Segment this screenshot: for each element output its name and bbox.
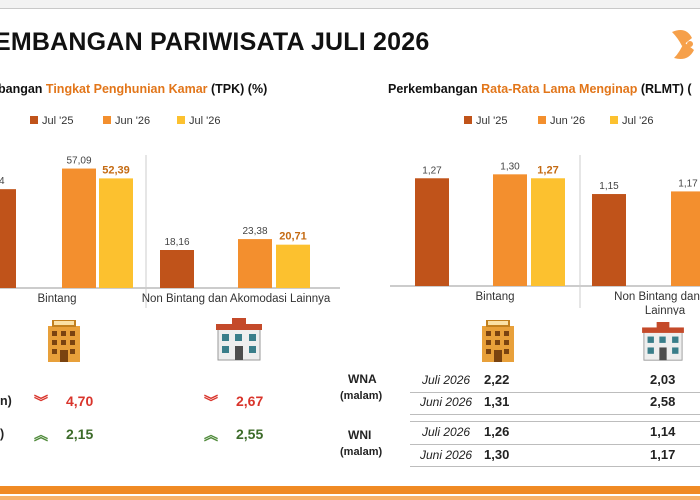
bar xyxy=(531,178,565,286)
legend-swatch xyxy=(610,116,618,124)
page-title: EMBANGAN PARIWISATA JULI 2026 xyxy=(0,28,430,56)
legend-swatch xyxy=(538,116,546,124)
data-label: 1,30 xyxy=(500,161,520,172)
category-label: Bintang xyxy=(37,293,76,305)
tpk-row-label: ) xyxy=(0,427,5,441)
data-label: 23,38 xyxy=(242,226,267,237)
rlmt-value: 1,26 xyxy=(484,424,510,439)
bar xyxy=(99,178,133,288)
hotel-icon xyxy=(482,320,514,362)
rlmt-value: 2,22 xyxy=(484,372,510,387)
bottom-accent-line xyxy=(0,496,700,500)
rlmt-value: 2,58 xyxy=(650,394,676,409)
legend-swatch xyxy=(103,116,111,124)
data-label: 18,16 xyxy=(164,237,189,248)
hotel-icon xyxy=(48,320,80,362)
tpk-nonbintang-change: 2,67 xyxy=(236,393,264,409)
double-chevron-down-icon: ︾ xyxy=(34,394,48,410)
period-label: Juni 2026 xyxy=(420,448,473,462)
legend-label: Jul '26 xyxy=(622,115,653,127)
legend-label: Jul '26 xyxy=(189,115,220,127)
rlmt-value: 1,17 xyxy=(650,447,676,462)
bar xyxy=(62,168,96,288)
data-label: 20,71 xyxy=(279,231,307,243)
legend-label: Jun '26 xyxy=(550,115,585,127)
building-icon xyxy=(642,322,684,361)
bar xyxy=(160,250,194,288)
bar xyxy=(671,191,700,286)
double-chevron-down-icon: ︾ xyxy=(204,394,218,410)
bar xyxy=(592,194,626,286)
tpk-bintang-change: 4,70 xyxy=(66,393,94,409)
legend-swatch xyxy=(177,116,185,124)
bar xyxy=(493,174,527,286)
period-label: Juli 2026 xyxy=(422,373,471,387)
double-chevron-up-icon: ︽ xyxy=(204,427,218,443)
rlmt-bar-chart: Jul '25 Jun '26 Jul '26 1,27 1,30 1,27 Bintang… xyxy=(390,115,700,315)
legend-swatch xyxy=(30,116,38,124)
category-label: Non Bintang dan Akomodasi Lainnya xyxy=(142,293,331,305)
category-label: Bintang xyxy=(475,291,514,303)
wna-label: WNA xyxy=(348,372,377,386)
data-label: 24 xyxy=(0,176,5,187)
legend-swatch xyxy=(464,116,472,124)
bar xyxy=(0,189,16,288)
data-label: 1,27 xyxy=(537,164,558,176)
logo-icon xyxy=(672,30,694,59)
bar xyxy=(276,244,310,288)
legend-label: Jul '25 xyxy=(42,115,73,127)
data-label: 1,27 xyxy=(422,165,442,176)
data-label: 1,15 xyxy=(599,181,619,192)
bar xyxy=(238,239,272,288)
category-label: Lainnya xyxy=(645,305,686,315)
data-label: 57,09 xyxy=(66,156,91,167)
wni-label: WNI xyxy=(348,428,372,442)
legend-label: Jul '25 xyxy=(476,115,507,127)
rlmt-value: 1,14 xyxy=(650,424,676,439)
double-chevron-up-icon: ︽ xyxy=(34,427,48,443)
bar xyxy=(415,178,449,286)
tpk-bintang-change: 2,15 xyxy=(66,426,94,442)
rlmt-value: 1,30 xyxy=(484,447,510,462)
top-border xyxy=(0,0,700,9)
data-label: 1,17 xyxy=(678,178,698,189)
data-label: 52,39 xyxy=(102,164,130,176)
tpk-nonbintang-change: 2,55 xyxy=(236,426,264,442)
rlmt-value: 1,31 xyxy=(484,394,510,409)
wni-unit: (malam) xyxy=(340,446,383,458)
tpk-row-label: n) xyxy=(0,394,12,408)
tpk-subtitle: bangan Tingkat Penghunian Kamar (TPK) (%… xyxy=(0,82,268,96)
tpk-bar-chart: Jul '25 Jun '26 Jul '26 24 57,09 52,39 Bintang… xyxy=(0,115,340,308)
legend-label: Jun '26 xyxy=(115,115,150,127)
rlmt-value: 2,03 xyxy=(650,372,676,387)
building-icon xyxy=(216,318,262,361)
bottom-accent-bar xyxy=(0,486,700,494)
period-label: Juni 2026 xyxy=(420,395,473,409)
wna-unit: (malam) xyxy=(340,390,383,402)
category-label: Non Bintang dan Ak xyxy=(614,291,700,303)
period-label: Juli 2026 xyxy=(422,425,471,439)
rlmt-subtitle: Perkembangan Rata-Rata Lama Menginap (RL… xyxy=(388,82,692,96)
